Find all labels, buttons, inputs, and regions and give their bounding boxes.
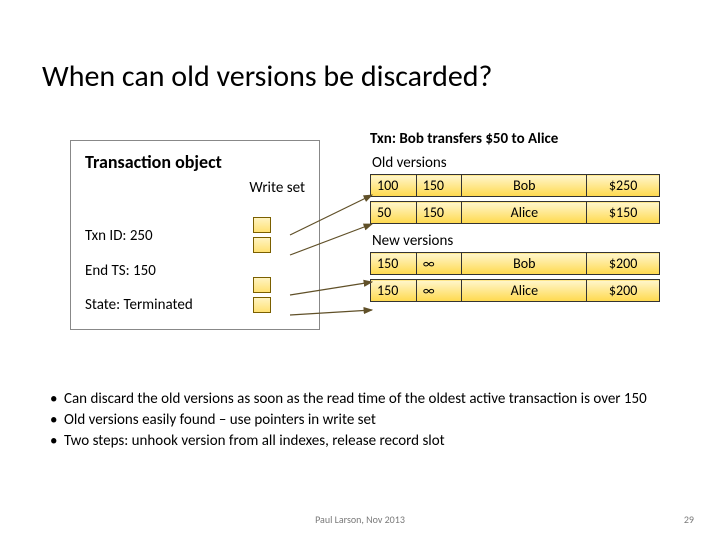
table-row: 150∞Bob$200 <box>371 253 660 275</box>
versions-column: Txn: Bob transfers $50 to Alice Old vers… <box>370 130 690 306</box>
old-versions-table: 100150Bob$250 <box>370 174 660 197</box>
pointer-box-2 <box>253 237 271 253</box>
write-set-label: Write set <box>249 179 305 197</box>
pointer-box-3 <box>253 277 271 293</box>
old-versions-table-2: 50150Alice$150 <box>370 201 660 224</box>
new-versions-label: New versions <box>372 232 690 250</box>
table-row: 100150Bob$250 <box>371 175 660 197</box>
bullet-list: Can discard the old versions as soon as … <box>50 390 670 452</box>
old-versions-label: Old versions <box>372 154 690 172</box>
pointer-box-1 <box>253 217 271 233</box>
page-number: 29 <box>684 513 694 526</box>
pointer-box-4 <box>253 297 271 313</box>
transaction-object-box: Transaction object Write set Txn ID: 250… <box>70 140 320 330</box>
txn-end-line: End TS: 150 <box>85 254 193 289</box>
txn-caption: Txn: Bob transfers $50 to Alice <box>370 130 690 148</box>
txn-state-line: State: Terminated <box>85 288 193 323</box>
new-versions-table-2: 150∞Alice$200 <box>370 279 660 302</box>
slide-title: When can old versions be discarded? <box>42 58 492 95</box>
bullet-item: Two steps: unhook version from all index… <box>50 432 670 451</box>
txn-box-title: Transaction object <box>85 151 305 173</box>
txn-id-line: Txn ID: 250 <box>85 219 193 254</box>
footer-text: Paul Larson, Nov 2013 <box>0 513 720 526</box>
table-row: 150∞Alice$200 <box>371 280 660 302</box>
bullet-item: Can discard the old versions as soon as … <box>50 390 670 409</box>
new-versions-table: 150∞Bob$200 <box>370 252 660 275</box>
bullet-item: Old versions easily found – use pointers… <box>50 411 670 430</box>
table-row: 50150Alice$150 <box>371 202 660 224</box>
